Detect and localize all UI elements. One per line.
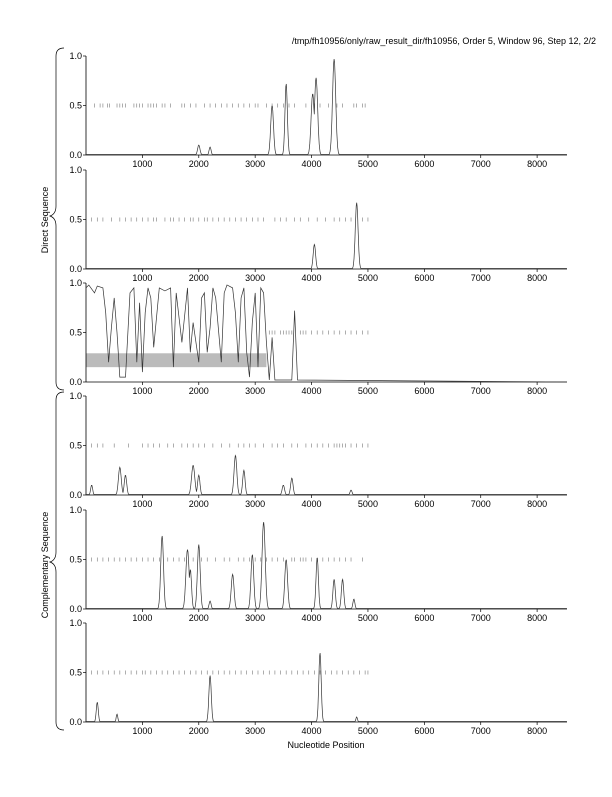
coding-potential-line [86, 202, 567, 269]
x-tick-label: 6000 [414, 159, 434, 169]
x-tick-label: 5000 [358, 273, 378, 283]
panel-3: 0.0 0.5 1.0 1000 2000 3000 4000 5000 6000 7000 800… [69, 278, 568, 396]
x-tick-label: 7000 [471, 613, 491, 623]
x-tick-label: 3000 [245, 499, 265, 509]
x-tick-label: 4000 [302, 273, 322, 283]
x-tick-label: 8000 [527, 159, 547, 169]
x-tick-label: 7000 [471, 726, 491, 736]
x-tick-label: 8000 [527, 499, 547, 509]
x-tick-label: 3000 [245, 273, 265, 283]
x-tick-label: 3000 [245, 726, 265, 736]
brace-complementary [48, 391, 65, 731]
y-tick-label: 1.0 [69, 618, 82, 628]
coding-potential-line [85, 284, 568, 383]
y-tick-label: 1.0 [69, 51, 82, 61]
x-tick-label: 2000 [189, 499, 209, 509]
panel-1: 0.0 0.5 1.0 1000 2000 3000 4000 5000 6000 7000 800… [69, 51, 567, 169]
x-tick-label: 7000 [471, 386, 491, 396]
x-tick-label: 5000 [358, 613, 378, 623]
y-tick-label: 0.0 [69, 264, 82, 274]
x-tick-label: 7000 [471, 273, 491, 283]
y-tick-label: 1.0 [69, 165, 82, 175]
x-tick-label: 1000 [132, 613, 152, 623]
x-tick-label: 2000 [189, 386, 209, 396]
y-tick-label: 0.5 [69, 215, 82, 225]
x-tick-label: 4000 [302, 613, 322, 623]
x-tick-label: 6000 [414, 613, 434, 623]
y-tick-label: 0.0 [69, 490, 82, 500]
y-tick-label: 1.0 [69, 391, 82, 401]
x-tick-label: 4000 [302, 386, 322, 396]
x-tick-label: 8000 [527, 386, 547, 396]
x-tick-label: 2000 [189, 726, 209, 736]
x-tick-label: 5000 [358, 726, 378, 736]
x-tick-label: 5000 [358, 159, 378, 169]
y-tick-label: 0.5 [69, 555, 82, 565]
x-tick-label: 8000 [527, 273, 547, 283]
panel-4: 0.0 0.5 1.0 1000 2000 3000 4000 5000 6000 7000 800… [69, 391, 567, 509]
coding-potential-line [86, 454, 567, 495]
x-tick-label: 7000 [471, 159, 491, 169]
x-tick-label: 2000 [189, 273, 209, 283]
x-tick-label: 8000 [527, 726, 547, 736]
y-tick-label: 0.5 [69, 101, 82, 111]
x-tick-label: 1000 [132, 159, 152, 169]
y-tick-label: 0.5 [69, 441, 82, 451]
y-tick-label: 0.0 [69, 604, 82, 614]
x-tick-label: 1000 [132, 386, 152, 396]
panel-2: 0.0 0.5 1.0 1000 2000 3000 4000 5000 6000 7000 800… [69, 165, 567, 283]
x-tick-label: 5000 [358, 386, 378, 396]
y-tick-label: 1.0 [69, 505, 82, 515]
x-tick-label: 6000 [414, 726, 434, 736]
coding-potential-line [86, 652, 567, 722]
y-tick-label: 0.5 [69, 328, 82, 338]
x-tick-label: 2000 [189, 613, 209, 623]
panel-5: 0.0 0.5 1.0 1000 2000 3000 4000 5000 6000 7000 800… [69, 505, 567, 623]
x-tick-label: 1000 [132, 726, 152, 736]
group-label-direct: Direct Sequence [40, 187, 50, 254]
x-tick-label: 6000 [414, 386, 434, 396]
panel-6: 0.0 0.5 1.0 1000 2000 3000 4000 5000 6000 7000 800… [69, 618, 567, 736]
x-tick-label: 4000 [302, 159, 322, 169]
x-tick-label: 5000 [358, 499, 378, 509]
x-tick-label: 1000 [132, 273, 152, 283]
x-tick-label: 3000 [245, 613, 265, 623]
x-tick-label: 8000 [527, 613, 547, 623]
brace-direct [48, 47, 65, 391]
y-tick-label: 0.0 [69, 377, 82, 387]
y-tick-label: 0.5 [69, 668, 82, 678]
coding-potential-line [86, 522, 567, 609]
x-tick-label: 2000 [189, 159, 209, 169]
x-tick-label: 7000 [471, 499, 491, 509]
y-tick-label: 0.0 [69, 717, 82, 727]
group-label-complementary: Complementary Sequence [40, 512, 50, 619]
x-tick-label: 4000 [302, 499, 322, 509]
x-tick-label: 6000 [414, 273, 434, 283]
x-tick-label: 3000 [245, 386, 265, 396]
y-tick-label: 1.0 [69, 278, 82, 288]
x-tick-label: 3000 [245, 159, 265, 169]
coding-region [86, 353, 267, 368]
x-axis-label: Nucleotide Position [287, 740, 364, 750]
coding-potential-line [86, 58, 567, 155]
y-tick-label: 0.0 [69, 150, 82, 160]
x-tick-label: 1000 [132, 499, 152, 509]
chart-title: /tmp/fh10956/only/raw_result_dir/fh10956… [292, 36, 596, 46]
x-tick-label: 6000 [414, 499, 434, 509]
x-tick-label: 4000 [302, 726, 322, 736]
